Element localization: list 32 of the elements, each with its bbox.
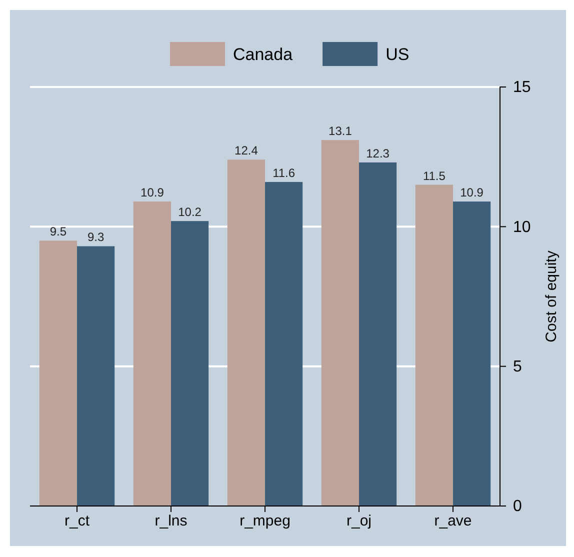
bar xyxy=(171,221,209,506)
x-tick-label: r_lns xyxy=(154,512,188,530)
bar xyxy=(39,240,77,506)
data-label: 9.3 xyxy=(87,230,104,244)
data-label: 12.4 xyxy=(234,144,258,158)
data-label: 10.2 xyxy=(178,205,202,220)
bar xyxy=(133,202,171,506)
bar xyxy=(453,202,491,506)
bar xyxy=(415,184,453,506)
y-tick-label: 5 xyxy=(513,358,522,376)
data-label: 11.5 xyxy=(422,168,446,183)
legend-label: US xyxy=(386,45,410,64)
data-label: 12.3 xyxy=(366,146,390,160)
y-axis-title: Cost of equity xyxy=(543,250,560,342)
data-label: 10.9 xyxy=(140,186,164,200)
x-tick-label: r_ct xyxy=(64,512,90,530)
data-label: 13.1 xyxy=(328,124,352,138)
x-tick-label: r_mpeg xyxy=(240,512,290,530)
y-tick-label: 15 xyxy=(513,79,531,96)
bar xyxy=(77,246,115,506)
legend-label: Canada xyxy=(233,45,294,64)
bar xyxy=(227,160,265,506)
y-tick-label: 0 xyxy=(513,498,522,516)
bar xyxy=(359,162,397,506)
data-label: 11.6 xyxy=(272,166,296,180)
data-label: 9.5 xyxy=(50,224,67,239)
y-tick-label: 10 xyxy=(513,218,531,236)
x-tick-label: r_ave xyxy=(434,512,472,530)
bar xyxy=(265,182,303,506)
x-tick-label: r_oj xyxy=(346,512,372,530)
bar xyxy=(321,140,359,506)
data-label: 10.9 xyxy=(460,186,484,200)
